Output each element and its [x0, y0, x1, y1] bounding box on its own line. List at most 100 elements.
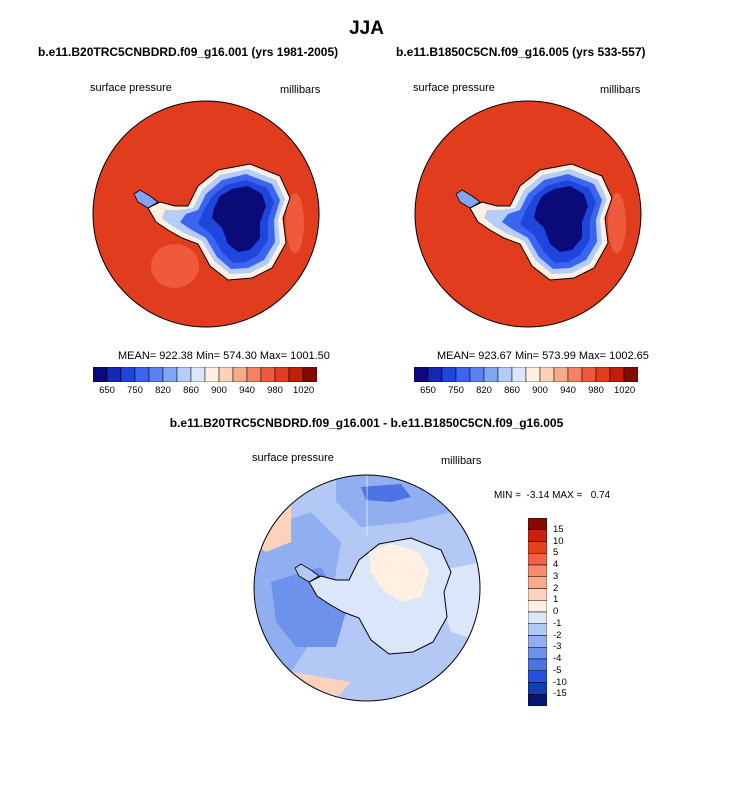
colorbar-swatch [441, 367, 457, 382]
diff-panel-minmax: MIN = -3.14 MAX = 0.74 [494, 490, 611, 501]
colorbar-tick-label: 820 [476, 385, 492, 396]
colorbar-swatch [260, 367, 276, 382]
colorbar-swatch [497, 367, 513, 382]
colorbar-tick-label: -2 [553, 629, 562, 641]
colorbar-tick-label: 940 [560, 385, 576, 396]
high-pressure-cell [608, 193, 626, 253]
colorbar-tick-label: 1 [553, 594, 559, 606]
map-boundary [253, 474, 481, 702]
colorbar-swatch [528, 647, 547, 660]
diff-colorbar-labels: 15 10 5 4 3 2 1 0 -1 -2 -3 -4 -5 -10 -15 [551, 518, 591, 706]
colorbar-swatch [162, 367, 178, 382]
colorbar-tick-label: 0 [553, 606, 559, 617]
colorbar-tick-label: 1020 [293, 385, 315, 396]
colorbar-tick-label: 3 [553, 570, 559, 582]
colorbar-swatch [120, 367, 136, 382]
colorbar-swatch [176, 367, 192, 382]
colorbar-swatches [93, 367, 317, 382]
panel-1-stats: MEAN= 922.38 Min= 574.30 Max= 1001.50 [118, 350, 330, 362]
colorbar-swatch [623, 367, 638, 382]
colorbar-swatch [528, 670, 547, 683]
colorbar-swatch [302, 367, 317, 382]
colorbar-swatch [274, 367, 290, 382]
colorbar-tick-label: 1020 [614, 385, 636, 396]
colorbar-swatch [134, 367, 150, 382]
panel-2-colorbar [414, 367, 638, 382]
colorbar-tick-label: 980 [588, 385, 604, 396]
colorbar-swatch [609, 367, 625, 382]
colorbar-swatch [528, 588, 547, 601]
positive-anomaly-region [254, 475, 291, 552]
colorbar-swatch [288, 367, 304, 382]
figure-title: JJA [349, 18, 384, 39]
antarctica-landmass [133, 163, 291, 281]
colorbar-swatch [528, 635, 547, 648]
colorbar-swatch [232, 367, 248, 382]
colorbar-tick-label: 2 [553, 582, 559, 594]
colorbar-swatch [218, 367, 234, 382]
colorbar-tick-label: 5 [553, 547, 559, 559]
colorbar-swatch [528, 623, 547, 636]
colorbar-swatch [525, 367, 541, 382]
colorbar-swatch [528, 658, 547, 671]
colorbar-tick-label: -1 [553, 617, 562, 629]
colorbar-swatch [528, 541, 547, 554]
colorbar-swatch [528, 600, 547, 613]
colorbar-tick-label: 15 [553, 523, 564, 535]
colorbar-swatch [528, 611, 547, 624]
colorbar-tick-label: -4 [553, 653, 562, 664]
colorbar-tick-label: 940 [239, 385, 255, 396]
colorbar-tick-label: 980 [267, 385, 283, 396]
panel-2-map [414, 100, 642, 328]
diff-panel-title: b.e11.B20TRC5CNBDRD.f09_g16.001 - b.e11.… [169, 416, 564, 430]
colorbar-swatch [414, 367, 429, 382]
colorbar-swatch [595, 367, 611, 382]
colorbar-tick-label: -15 [553, 688, 567, 700]
colorbar-swatch [427, 367, 443, 382]
panel-1-units-label: millibars [280, 84, 321, 96]
colorbar-swatch [190, 367, 206, 382]
colorbar-swatch [567, 367, 583, 382]
panel-1-title: b.e11.B20TRC5CNBDRD.f09_g16.001 (yrs 198… [38, 45, 339, 59]
colorbar-swatch [528, 576, 547, 589]
colorbar-swatches [414, 367, 638, 382]
colorbar-swatch [511, 367, 527, 382]
colorbar-swatch [148, 367, 164, 382]
diff-colorbar [528, 518, 547, 706]
colorbar-swatch [539, 367, 555, 382]
colorbar-tick-label: 4 [553, 559, 559, 570]
panel-2-title: b.e11.B1850C5CN.f09_g16.005 (yrs 533-557… [396, 45, 646, 59]
panel-2-colorbar-labels: 650 750 820 860 900 940 980 1020 [414, 385, 638, 399]
colorbar-swatch [553, 367, 569, 382]
panel-2-units-label: millibars [600, 84, 641, 96]
colorbar-swatch [528, 518, 547, 530]
antarctica-landmass [455, 163, 613, 281]
colorbar-tick-label: -10 [553, 676, 567, 688]
colorbar-tick-label: 860 [504, 385, 520, 396]
colorbar-tick-label: -3 [553, 641, 562, 653]
colorbar-tick-label: 650 [420, 385, 436, 396]
colorbar-tick-label: 820 [155, 385, 171, 396]
colorbar-swatch [581, 367, 597, 382]
colorbar-swatch [204, 367, 220, 382]
panel-1-colorbar-labels: 650 750 820 860 900 940 980 1020 [93, 385, 317, 399]
colorbar-tick-label: 860 [183, 385, 199, 396]
colorbar-swatch [528, 694, 547, 706]
panel-1-map [92, 100, 320, 328]
diff-panel-units-label: millibars [441, 455, 482, 467]
colorbar-swatch [455, 367, 471, 382]
colorbar-tick-label: 10 [553, 535, 564, 547]
colorbar-swatch [93, 367, 108, 382]
colorbar-tick-label: 900 [532, 385, 548, 396]
antarctica-landmass [294, 537, 452, 655]
colorbar-swatch [483, 367, 499, 382]
colorbar-swatch [528, 553, 547, 566]
panel-1-variable-label: surface pressure [90, 82, 172, 94]
colorbar-tick-label: 750 [127, 385, 143, 396]
panel-2-variable-label: surface pressure [413, 82, 495, 94]
colorbar-tick-label: -5 [553, 664, 562, 676]
colorbar-swatch [106, 367, 122, 382]
high-pressure-cell [286, 193, 304, 253]
colorbar-swatch [246, 367, 262, 382]
colorbar-tick-label: 900 [211, 385, 227, 396]
